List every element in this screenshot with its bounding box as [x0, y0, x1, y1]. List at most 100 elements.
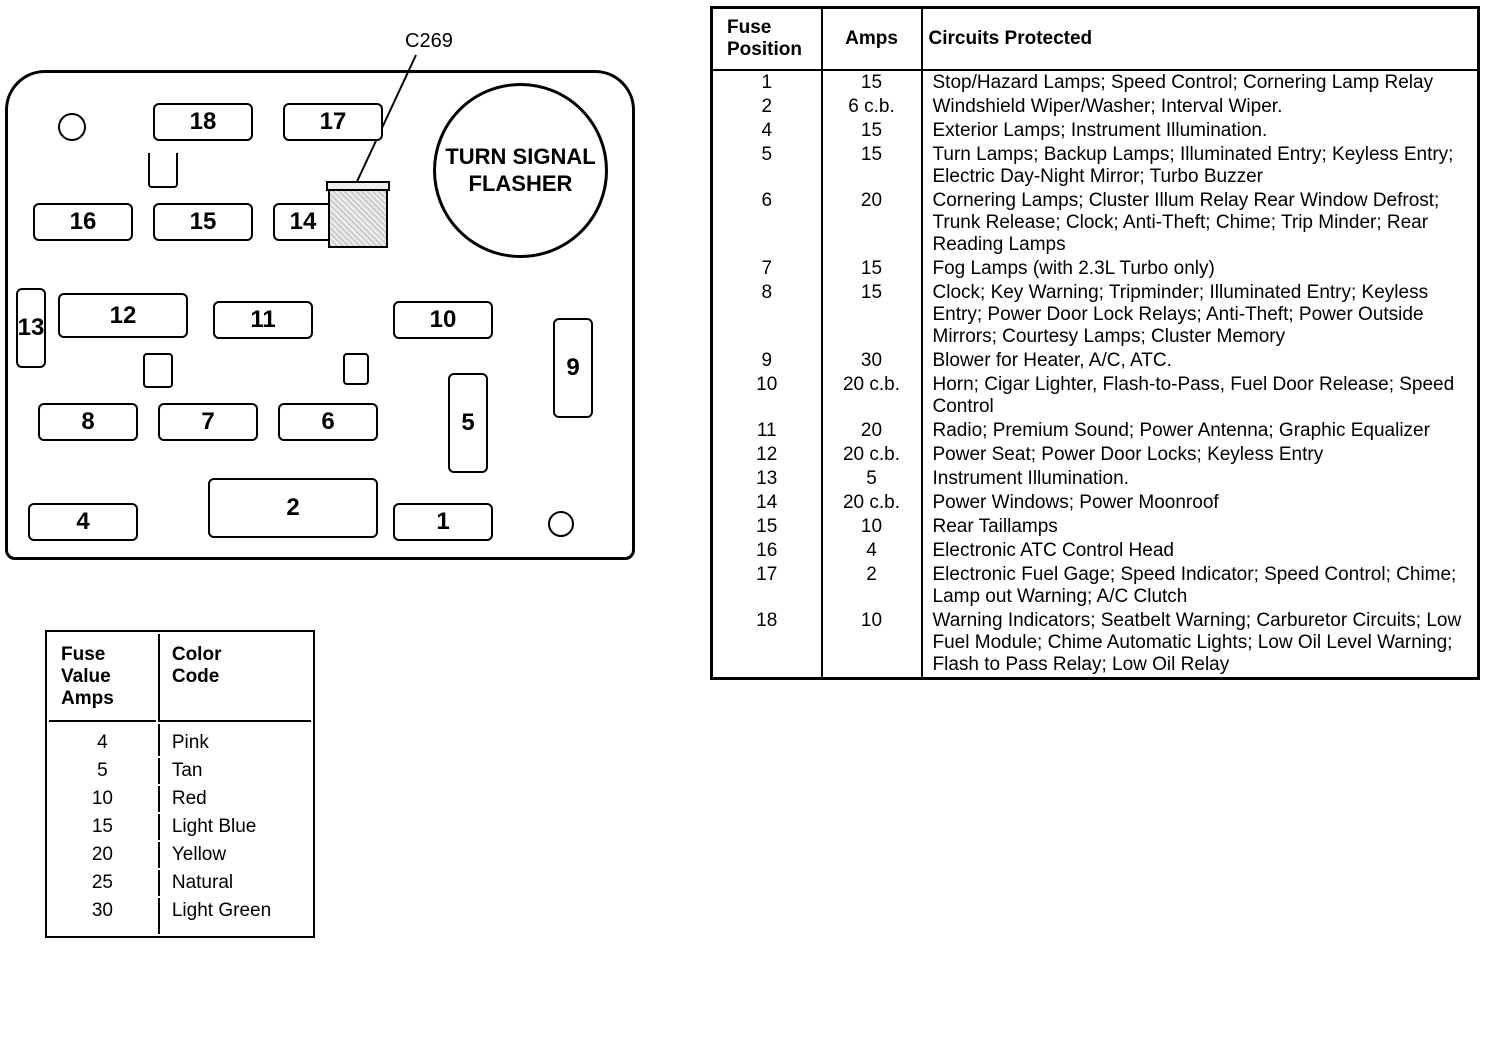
circuits-table-row: 172Electronic Fuel Gage; Speed Indicator… [712, 563, 1479, 609]
circuits-row-desc: Fog Lamps (with 2.3L Turbo only) [922, 257, 1479, 281]
circuits-header-desc: Circuits Protected [922, 8, 1479, 70]
circuits-row-amps: 20 c.b. [822, 373, 922, 419]
circuits-row-desc: Power Windows; Power Moonroof [922, 491, 1479, 515]
circuits-row-amps: 20 [822, 189, 922, 257]
circuits-table-row: 620Cornering Lamps; Cluster Illum Relay … [712, 189, 1479, 257]
circuits-row-desc: Warning Indicators; Seatbelt Warning; Ca… [922, 609, 1479, 679]
color-row-amps: 15 [49, 814, 156, 840]
color-row-amps: 20 [49, 842, 156, 868]
circuits-row-position: 16 [712, 539, 822, 563]
fuse-6-label: 6 [321, 408, 334, 436]
color-table-row: 4Pink [49, 724, 311, 756]
circuits-row-amps: 15 [822, 143, 922, 189]
color-row-amps: 10 [49, 786, 156, 812]
fuse-16: 16 [33, 203, 133, 241]
circuits-row-position: 14 [712, 491, 822, 515]
fuse-9: 9 [553, 318, 593, 418]
circuits-row-position: 7 [712, 257, 822, 281]
circuits-row-desc: Radio; Premium Sound; Power Antenna; Gra… [922, 419, 1479, 443]
fuse-8-label: 8 [81, 408, 94, 436]
circuits-row-amps: 4 [822, 539, 922, 563]
connector-c269-top [326, 181, 390, 191]
color-table-header-color: Color Code [158, 634, 311, 722]
fuse-7-label: 7 [201, 408, 214, 436]
fuse-1-label: 1 [436, 508, 449, 536]
circuits-row-desc: Windshield Wiper/Washer; Interval Wiper. [922, 95, 1479, 119]
circuits-row-desc: Electronic ATC Control Head [922, 539, 1479, 563]
fuse-4: 4 [28, 503, 138, 541]
color-row-color: Light Blue [158, 814, 311, 840]
circuits-row-amps: 2 [822, 563, 922, 609]
fuse-5-label: 5 [461, 409, 474, 437]
fuse-1: 1 [393, 503, 493, 541]
fuse-2: 2 [208, 478, 378, 538]
diagram-notch-1 [148, 153, 178, 188]
color-row-color: Tan [158, 758, 311, 784]
fuse-18: 18 [153, 103, 253, 141]
circuits-row-position: 11 [712, 419, 822, 443]
color-row-color: Light Green [158, 898, 311, 934]
circuits-row-desc: Cornering Lamps; Cluster Illum Relay Rea… [922, 189, 1479, 257]
fuse-11-label: 11 [250, 306, 275, 334]
circuits-table-row: 1810Warning Indicators; Seatbelt Warning… [712, 609, 1479, 679]
circuits-row-position: 8 [712, 281, 822, 349]
color-table-row: 30Light Green [49, 898, 311, 934]
circuits-table-row: 715Fog Lamps (with 2.3L Turbo only) [712, 257, 1479, 281]
circuits-row-desc: Power Seat; Power Door Locks; Keyless En… [922, 443, 1479, 467]
circuits-row-desc: Electronic Fuel Gage; Speed Indicator; S… [922, 563, 1479, 609]
fuse-17: 17 [283, 103, 383, 141]
circuits-row-amps: 30 [822, 349, 922, 373]
circuits-table-row: 135Instrument Illumination. [712, 467, 1479, 491]
fuse-10-label: 10 [430, 306, 457, 334]
circuits-row-position: 6 [712, 189, 822, 257]
fuse-14: 14 [273, 203, 333, 241]
circuits-table-row: 1420 c.b.Power Windows; Power Moonroof [712, 491, 1479, 515]
turn-signal-flasher: TURN SIGNAL FLASHER [433, 83, 608, 258]
circuits-row-position: 15 [712, 515, 822, 539]
color-row-amps: 4 [49, 724, 156, 756]
circuits-row-position: 2 [712, 95, 822, 119]
fuse-2-label: 2 [286, 494, 299, 522]
fuse-6: 6 [278, 403, 378, 441]
circuits-row-amps: 20 c.b. [822, 443, 922, 467]
circuits-row-position: 12 [712, 443, 822, 467]
color-row-color: Red [158, 786, 311, 812]
color-row-color: Yellow [158, 842, 311, 868]
circuits-table-row: 164Electronic ATC Control Head [712, 539, 1479, 563]
fuse-16-label: 16 [70, 208, 97, 236]
color-row-amps: 25 [49, 870, 156, 896]
color-table-row: 25Natural [49, 870, 311, 896]
circuits-row-desc: Rear Taillamps [922, 515, 1479, 539]
fuse-13: 13 [16, 288, 46, 368]
circuits-table-row: 1510Rear Taillamps [712, 515, 1479, 539]
color-row-amps: 5 [49, 758, 156, 784]
circuits-row-position: 13 [712, 467, 822, 491]
circuits-header-position: Fuse Position [712, 8, 822, 70]
circuits-protected-table: Fuse Position Amps Circuits Protected 11… [710, 6, 1480, 680]
connector-label: C269 [405, 30, 453, 53]
circuits-row-position: 1 [712, 70, 822, 95]
circuits-row-desc: Clock; Key Warning; Tripminder; Illumina… [922, 281, 1479, 349]
circuits-row-position: 4 [712, 119, 822, 143]
color-table-row: 15Light Blue [49, 814, 311, 840]
fuse-14-label: 14 [290, 208, 317, 236]
circuits-table-row: 1020 c.b.Horn; Cigar Lighter, Flash-to-P… [712, 373, 1479, 419]
circuits-table-row: 115Stop/Hazard Lamps; Speed Control; Cor… [712, 70, 1479, 95]
circuits-row-amps: 10 [822, 609, 922, 679]
circuits-table-row: 1120Radio; Premium Sound; Power Antenna;… [712, 419, 1479, 443]
circuits-row-amps: 20 [822, 419, 922, 443]
fuse-11: 11 [213, 301, 313, 339]
circuits-row-amps: 15 [822, 70, 922, 95]
color-table-header-amps: Fuse Value Amps [49, 634, 156, 722]
circuits-row-amps: 15 [822, 281, 922, 349]
circuits-row-amps: 15 [822, 119, 922, 143]
circuits-row-amps: 15 [822, 257, 922, 281]
fuse-7: 7 [158, 403, 258, 441]
circuits-row-desc: Instrument Illumination. [922, 467, 1479, 491]
connector-c269-block [328, 188, 388, 248]
fuse-10: 10 [393, 301, 493, 339]
circuits-row-desc: Horn; Cigar Lighter, Flash-to-Pass, Fuel… [922, 373, 1479, 419]
circuits-row-position: 17 [712, 563, 822, 609]
circuits-row-position: 9 [712, 349, 822, 373]
circuits-row-position: 18 [712, 609, 822, 679]
